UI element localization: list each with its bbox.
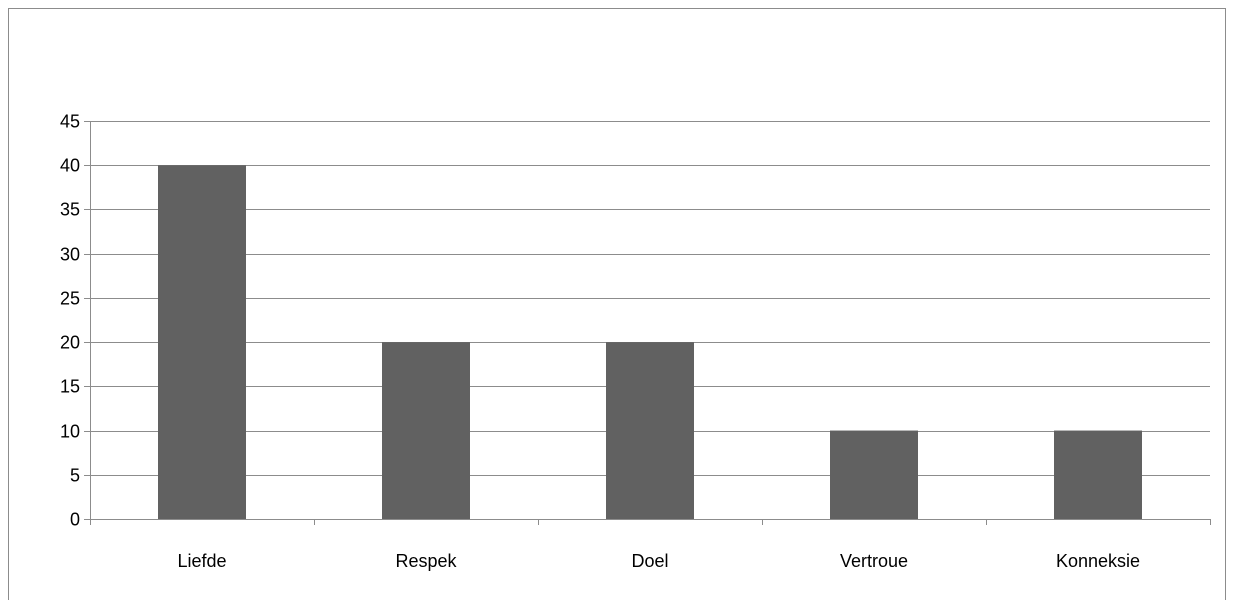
y-tick-label: 45 — [60, 112, 80, 132]
axes — [84, 121, 1211, 525]
y-tick-label: 10 — [60, 422, 80, 442]
y-tick-label: 20 — [60, 333, 80, 353]
y-tick-label: 25 — [60, 289, 80, 309]
y-tick-label: 0 — [70, 510, 80, 530]
bars — [158, 165, 1142, 519]
x-tick-label: Vertroue — [840, 551, 908, 571]
y-tick-label: 30 — [60, 245, 80, 265]
bar-respek — [382, 342, 470, 519]
y-tick-label: 5 — [70, 466, 80, 486]
x-tick-label: Doel — [631, 551, 668, 571]
x-tick-label: Liefde — [177, 551, 226, 571]
y-tick-label: 40 — [60, 156, 80, 176]
x-tick-label: Konneksie — [1056, 551, 1140, 571]
tick-labels: 0 5 10 15 20 25 30 35 40 45 Liefde Respek Doel Vertro… — [60, 112, 1140, 572]
bar-liefde — [158, 165, 246, 519]
bar-vertroue — [830, 430, 918, 519]
bar-doel — [606, 342, 694, 519]
y-tick-label: 35 — [60, 200, 80, 220]
x-tick-label: Respek — [395, 551, 457, 571]
y-tick-label: 15 — [60, 377, 80, 397]
bar-konneksie — [1054, 430, 1142, 519]
